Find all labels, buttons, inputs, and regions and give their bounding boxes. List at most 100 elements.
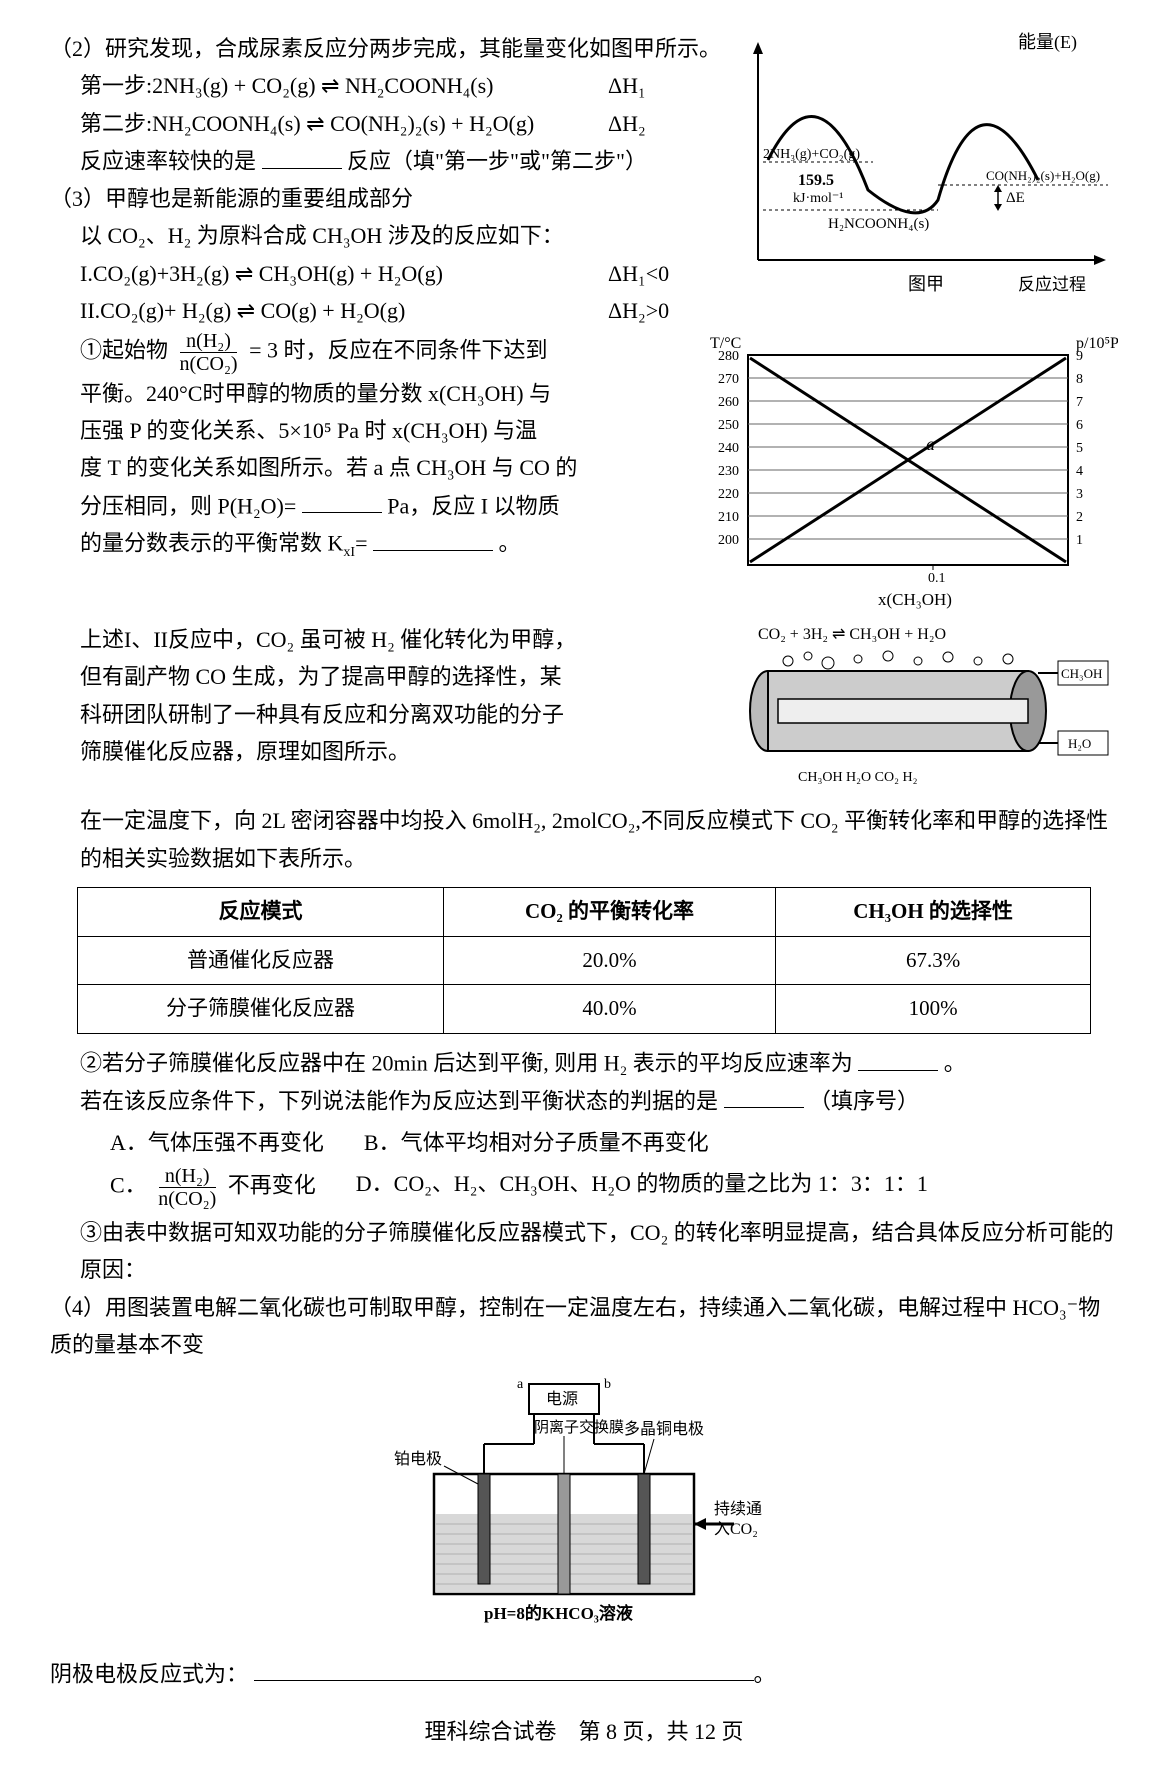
sub2-l1: ②若分子筛膜催化反应器中在 20min 后达到平衡, 则用 H₂ 表示的平均反应…	[50, 1044, 1118, 1082]
svg-text:200: 200	[718, 533, 739, 548]
opt-c: C． n(H₂) n(CO₂) 不再变化	[110, 1165, 316, 1210]
q3-sub1-l3: 压强 P 的变化关系、5×10⁵ Pa 时 x(CH₃OH) 与温	[50, 412, 688, 449]
svg-text:H₂NCOONH₄(s): H₂NCOONH₄(s)	[828, 216, 929, 232]
svg-text:kJ·mol⁻¹: kJ·mol⁻¹	[793, 191, 843, 206]
svg-text:b: b	[604, 1377, 611, 1392]
electrolysis-svg: 电源 a b 阴离子交换膜 铂电极 多晶铜电极	[354, 1374, 814, 1634]
page-footer: 理科综合试卷 第 8 页，共 12 页	[50, 1713, 1118, 1750]
th-sel: CH₃OH 的选择性	[775, 888, 1090, 937]
xy-chart-svg: T/°C p/10⁵Pa 280 270 260 250 240 230 2	[698, 330, 1118, 610]
para2-l1: 上述I、II反应中，CO₂ 虽可被 H₂ 催化转化为甲醇，	[50, 621, 708, 658]
svg-text:CO₂ + 3H₂ ⇌ CH₃OH + H₂O: CO₂ + 3H₂ ⇌ CH₃OH + H₂O	[758, 626, 946, 643]
svg-text:CH₃OH H₂O CO₂ H₂: CH₃OH H₂O CO₂ H₂	[798, 770, 918, 785]
reactor-section: 上述I、II反应中，CO₂ 虽可被 H₂ 催化转化为甲醇， 但有副产物 CO 生…	[50, 621, 1118, 802]
q2-rate-q: 反应速率较快的是 反应（填"第一步"或"第二步"）	[50, 142, 728, 180]
svg-text:pH=8的KHCO₃溶液: pH=8的KHCO₃溶液	[484, 1603, 633, 1623]
q2-step1: 第一步:2NH₃(g) + CO₂(g) ⇌ NH₂COONH₄(s) ΔH₁	[50, 67, 728, 104]
svg-text:反应过程: 反应过程	[1018, 275, 1086, 294]
q3-intro: （3）甲醇也是新能源的重要组成部分	[50, 180, 728, 217]
para3: 在一定温度下，向 2L 密闭容器中均投入 6molH₂, 2molCO₂,不同反…	[50, 802, 1118, 877]
opt-a: A．气体压强不再变化	[110, 1124, 324, 1161]
q3-r2: II.CO₂(g)+ H₂(g) ⇌ CO(g) + H₂O(g) ΔH₂>0	[50, 292, 728, 329]
svg-text:阴离子交换膜: 阴离子交换膜	[534, 1418, 624, 1436]
svg-text:1: 1	[1076, 533, 1083, 548]
sub3: ③由表中数据可知双功能的分子筛膜催化反应器模式下，CO₂ 的转化率明显提高，结合…	[50, 1214, 1118, 1289]
table-row: 普通催化反应器 20.0% 67.3%	[77, 936, 1091, 985]
svg-text:电源: 电源	[546, 1390, 578, 1408]
blank-judgment	[724, 1082, 804, 1108]
q3-sub1-section: ①起始物 n(H₂) n(CO₂) = 3 时，反应在不同条件下达到 平衡。24…	[50, 330, 1118, 621]
svg-text:240: 240	[718, 441, 739, 456]
blank-cathode	[254, 1655, 754, 1681]
para2-l2: 但有副产物 CO 生成，为了提高甲醇的选择性，某	[50, 658, 708, 695]
reactor-text: 上述I、II反应中，CO₂ 虽可被 H₂ 催化转化为甲醇， 但有副产物 CO 生…	[50, 621, 718, 771]
q3-sub1-text: ①起始物 n(H₂) n(CO₂) = 3 时，反应在不同条件下达到 平衡。24…	[50, 330, 698, 566]
reactor-diagram: CO₂ + 3H₂ ⇌ CH₃OH + H₂O CH₃OH H₂O CH₃OH …	[718, 621, 1118, 802]
svg-text:230: 230	[718, 464, 739, 479]
svg-text:ΔE: ΔE	[1006, 190, 1025, 206]
blank-kx	[373, 524, 493, 550]
svg-text:H₂O: H₂O	[1068, 736, 1091, 751]
q3-r1: I.CO₂(g)+3H₂(g) ⇌ CH₃OH(g) + H₂O(g) ΔH₁<…	[50, 255, 728, 292]
q2-section: （2）研究发现，合成尿素反应分两步完成，其能量变化如图甲所示。 第一步:2NH₃…	[50, 30, 1118, 330]
options: A．气体压强不再变化 B．气体平均相对分子质量不再变化 C． n(H₂) n(C…	[50, 1124, 1118, 1210]
q4-intro: （4）用图装置电解二氧化碳也可制取甲醇，控制在一定温度左右，持续通入二氧化碳，电…	[50, 1289, 1118, 1364]
opt-b: B．气体平均相对分子质量不再变化	[364, 1124, 709, 1161]
para2-l4: 筛膜催化反应器，原理如图所示。	[50, 733, 708, 770]
svg-text:2NH₃(g)+CO₂(g): 2NH₃(g)+CO₂(g)	[763, 147, 860, 162]
svg-text:159.5: 159.5	[798, 172, 834, 189]
electrolysis-diagram: 电源 a b 阴离子交换膜 铂电极 多晶铜电极	[50, 1374, 1118, 1645]
svg-text:a: a	[517, 1377, 524, 1392]
xy-chart: T/°C p/10⁵Pa 280 270 260 250 240 230 2	[698, 330, 1118, 621]
svg-text:0.1: 0.1	[928, 571, 946, 586]
data-table: 反应模式 CO₂ 的平衡转化率 CH₃OH 的选择性 普通催化反应器 20.0%…	[77, 887, 1092, 1034]
q3-sub1-l5: 分压相同，则 P(H₂O)= Pa，反应 I 以物质	[50, 487, 688, 525]
svg-text:220: 220	[718, 487, 739, 502]
q3-sub1-l6: 的量分数表示的平衡常数 KxI= 。	[50, 524, 688, 565]
svg-text:能量(E): 能量(E)	[1018, 32, 1077, 53]
blank-ph2o	[302, 487, 382, 513]
svg-text:持续通: 持续通	[714, 1500, 762, 1518]
svg-text:4: 4	[1076, 464, 1083, 479]
blank-rate2	[858, 1044, 938, 1070]
svg-text:铂电极: 铂电极	[394, 1450, 442, 1468]
para2-l3: 科研团队研制了一种具有反应和分离双功能的分子	[50, 696, 708, 733]
svg-text:CH₃OH: CH₃OH	[1061, 666, 1102, 681]
svg-text:250: 250	[718, 418, 739, 433]
svg-text:8: 8	[1076, 372, 1083, 387]
svg-text:CO(NH₂)₂(s)+H₂O(g): CO(NH₂)₂(s)+H₂O(g)	[986, 168, 1100, 183]
sub2-l2: 若在该反应条件下，下列说法能作为反应达到平衡状态的判据的是 （填序号）	[50, 1082, 1118, 1120]
reactor-svg: CO₂ + 3H₂ ⇌ CH₃OH + H₂O CH₃OH H₂O CH₃OH …	[718, 621, 1118, 791]
svg-text:多晶铜电极: 多晶铜电极	[624, 1420, 704, 1438]
svg-text:280: 280	[718, 349, 739, 364]
q3-sub1-l4: 度 T 的变化关系如图所示。若 a 点 CH₃OH 与 CO 的	[50, 449, 688, 486]
table-row: 分子筛膜催化反应器 40.0% 100%	[77, 985, 1091, 1034]
svg-text:6: 6	[1076, 418, 1083, 433]
cathode-q: 阴极电极反应式为： 。	[50, 1655, 1118, 1693]
frac-h2-co2: n(H₂) n(CO₂)	[174, 330, 244, 375]
svg-text:2: 2	[1076, 510, 1083, 525]
svg-text:入CO₂: 入CO₂	[714, 1521, 758, 1538]
q2-text: （2）研究发现，合成尿素反应分两步完成，其能量变化如图甲所示。 第一步:2NH₃…	[50, 30, 738, 330]
svg-text:270: 270	[718, 372, 739, 387]
blank-rate	[262, 142, 342, 168]
q3-sub1-l2: 平衡。240°C时甲醇的物质的量分数 x(CH₃OH) 与	[50, 375, 688, 412]
energy-diagram: 能量(E) 2NH₃(g)+CO₂(g) 159.5 kJ·mol⁻¹ H₂NC…	[738, 30, 1118, 321]
q2-intro: （2）研究发现，合成尿素反应分两步完成，其能量变化如图甲所示。	[50, 30, 728, 67]
svg-text:9: 9	[1076, 349, 1083, 364]
svg-text:260: 260	[718, 395, 739, 410]
q3-sub1-l1: ①起始物 n(H₂) n(CO₂) = 3 时，反应在不同条件下达到	[50, 330, 688, 375]
th-conv: CO₂ 的平衡转化率	[444, 888, 776, 937]
table-header-row: 反应模式 CO₂ 的平衡转化率 CH₃OH 的选择性	[77, 888, 1091, 937]
q3-subintro: 以 CO₂、H₂ 为原料合成 CH₃OH 涉及的反应如下：	[50, 217, 728, 254]
svg-text:图甲: 图甲	[908, 274, 944, 294]
svg-text:210: 210	[718, 510, 739, 525]
svg-text:a: a	[926, 434, 935, 454]
svg-text:3: 3	[1076, 487, 1083, 502]
q2-step2: 第二步:NH₂COONH₄(s) ⇌ CO(NH₂)₂(s) + H₂O(g) …	[50, 105, 728, 142]
svg-text:5: 5	[1076, 441, 1083, 456]
energy-diagram-svg: 能量(E) 2NH₃(g)+CO₂(g) 159.5 kJ·mol⁻¹ H₂NC…	[738, 30, 1118, 310]
th-mode: 反应模式	[77, 888, 444, 937]
svg-text:7: 7	[1076, 395, 1083, 410]
opt-d: D．CO₂、H₂、CH₃OH、H₂O 的物质的量之比为 1：3：1：1	[356, 1165, 928, 1210]
